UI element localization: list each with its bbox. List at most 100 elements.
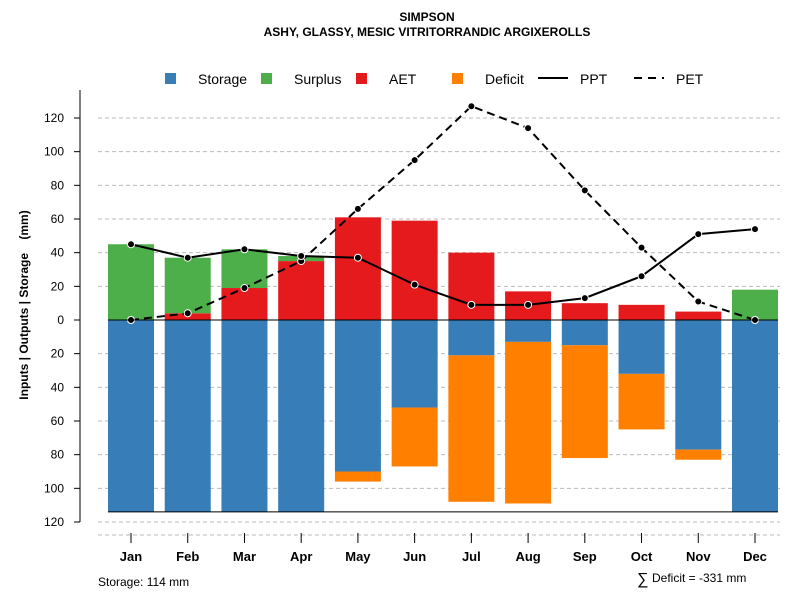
ppt-point <box>751 225 759 234</box>
storage-bar <box>164 320 211 512</box>
aet-bar <box>561 303 608 320</box>
ppt-point <box>297 252 306 261</box>
y-tick-label: 60 <box>51 212 65 226</box>
gridlines <box>98 117 780 536</box>
y-tick-label: 100 <box>44 481 64 495</box>
ppt-point <box>580 294 589 303</box>
x-tick-label: Oct <box>631 549 653 564</box>
pet-point <box>637 243 646 252</box>
deficit-bar <box>334 471 381 482</box>
legend-label-ppt: PPT <box>580 71 608 87</box>
ppt-line <box>130 228 756 306</box>
aet-bar <box>448 252 495 320</box>
ppt-point <box>353 253 362 262</box>
aet-bar <box>334 217 381 320</box>
x-tick-label: Jul <box>462 549 481 564</box>
legend-swatch-surplus <box>261 73 272 84</box>
y-tick-label: 120 <box>44 111 64 125</box>
ppt-point <box>127 240 135 249</box>
x-tick-label: Jan <box>120 549 142 564</box>
deficit-bar <box>561 345 608 459</box>
storage-bar <box>675 320 722 450</box>
pet-point <box>240 284 249 293</box>
ppt-point <box>240 245 249 254</box>
deficit-annotation: Deficit = -331 mm <box>652 571 746 585</box>
lines <box>127 102 759 324</box>
pet-point <box>580 186 589 195</box>
pet-point <box>524 124 533 133</box>
ppt-point <box>410 280 419 289</box>
legend-label-surplus: Surplus <box>294 71 341 87</box>
pet-point <box>467 102 476 111</box>
storage-bar <box>278 320 325 512</box>
surplus-bar <box>164 257 211 314</box>
axes: 120 100 80 60 40 20 0 20 40 60 80 100 120 Jan Feb Mar Ap… <box>44 90 778 564</box>
x-tick-label: Dec <box>743 549 767 564</box>
legend-label-aet: AET <box>389 71 417 87</box>
ppt-point <box>524 300 533 309</box>
y-axis-label: Inputs | Outputs | Storage (mm) <box>17 210 31 399</box>
pet-point <box>353 204 362 213</box>
storage-bar <box>334 320 381 472</box>
deficit-bar <box>618 373 665 430</box>
legend: Storage Surplus AET Deficit PPT PET <box>165 71 704 87</box>
storage-bar <box>505 320 552 342</box>
x-tick-label: Mar <box>233 549 256 564</box>
deficit-bar <box>505 341 552 504</box>
storage-bar <box>448 320 495 356</box>
legend-label-pet: PET <box>676 71 704 87</box>
pet-point <box>410 156 419 165</box>
storage-bar <box>221 320 268 512</box>
y-tick-label: 20 <box>51 279 65 293</box>
chart-subtitle: ASHY, GLASSY, MESIC VITRITORRANDIC ARGIX… <box>264 25 591 39</box>
pet-point <box>694 297 703 306</box>
legend-swatch-aet <box>356 73 367 84</box>
y-tick-label: 100 <box>44 145 64 159</box>
ppt-point <box>694 230 703 239</box>
x-tick-label: Sep <box>573 549 597 564</box>
legend-swatch-deficit <box>452 73 463 84</box>
x-tick-label: Aug <box>515 549 540 564</box>
surplus-bar <box>108 244 154 320</box>
deficit-bar <box>675 449 722 460</box>
legend-swatch-storage <box>165 73 176 84</box>
aet-bar <box>675 311 722 320</box>
y-tick-label: 60 <box>51 414 65 428</box>
aet-bar <box>391 220 438 320</box>
pet-point <box>183 309 192 318</box>
ppt-point <box>637 272 646 281</box>
y-tick-label: 0 <box>57 313 64 327</box>
storage-bar <box>561 320 608 346</box>
ppt-point <box>183 253 192 262</box>
y-tick-label: 80 <box>51 178 65 192</box>
x-tick-label: Apr <box>290 549 312 564</box>
deficit-bar <box>391 407 438 467</box>
aet-bar <box>221 288 268 320</box>
sum-symbol-icon: ∑ <box>637 571 648 588</box>
y-tick-label: 40 <box>51 380 65 394</box>
x-tick-label: Nov <box>686 549 711 564</box>
deficit-bar <box>448 355 495 502</box>
y-tick-label: 80 <box>51 448 65 462</box>
y-tick-label: 40 <box>51 246 65 260</box>
x-tick-label: Jun <box>403 549 426 564</box>
storage-bar <box>618 320 665 374</box>
surplus-bar <box>221 249 268 289</box>
bars <box>108 217 778 512</box>
legend-label-deficit: Deficit <box>485 71 524 87</box>
y-tick-label: 120 <box>44 515 64 529</box>
ppt-point <box>467 300 476 309</box>
storage-annotation: Storage: 114 mm <box>98 575 189 589</box>
storage-bar <box>732 320 778 512</box>
x-tick-label: May <box>345 549 371 564</box>
aet-bar <box>618 304 665 320</box>
legend-label-storage: Storage <box>198 71 247 87</box>
storage-bar <box>108 320 154 512</box>
y-tick-label: 20 <box>51 347 65 361</box>
x-tick-label: Feb <box>176 549 199 564</box>
chart-title: SIMPSON <box>399 10 454 24</box>
pet-line <box>130 105 756 321</box>
storage-bar <box>391 320 438 408</box>
aet-bar <box>278 261 325 320</box>
